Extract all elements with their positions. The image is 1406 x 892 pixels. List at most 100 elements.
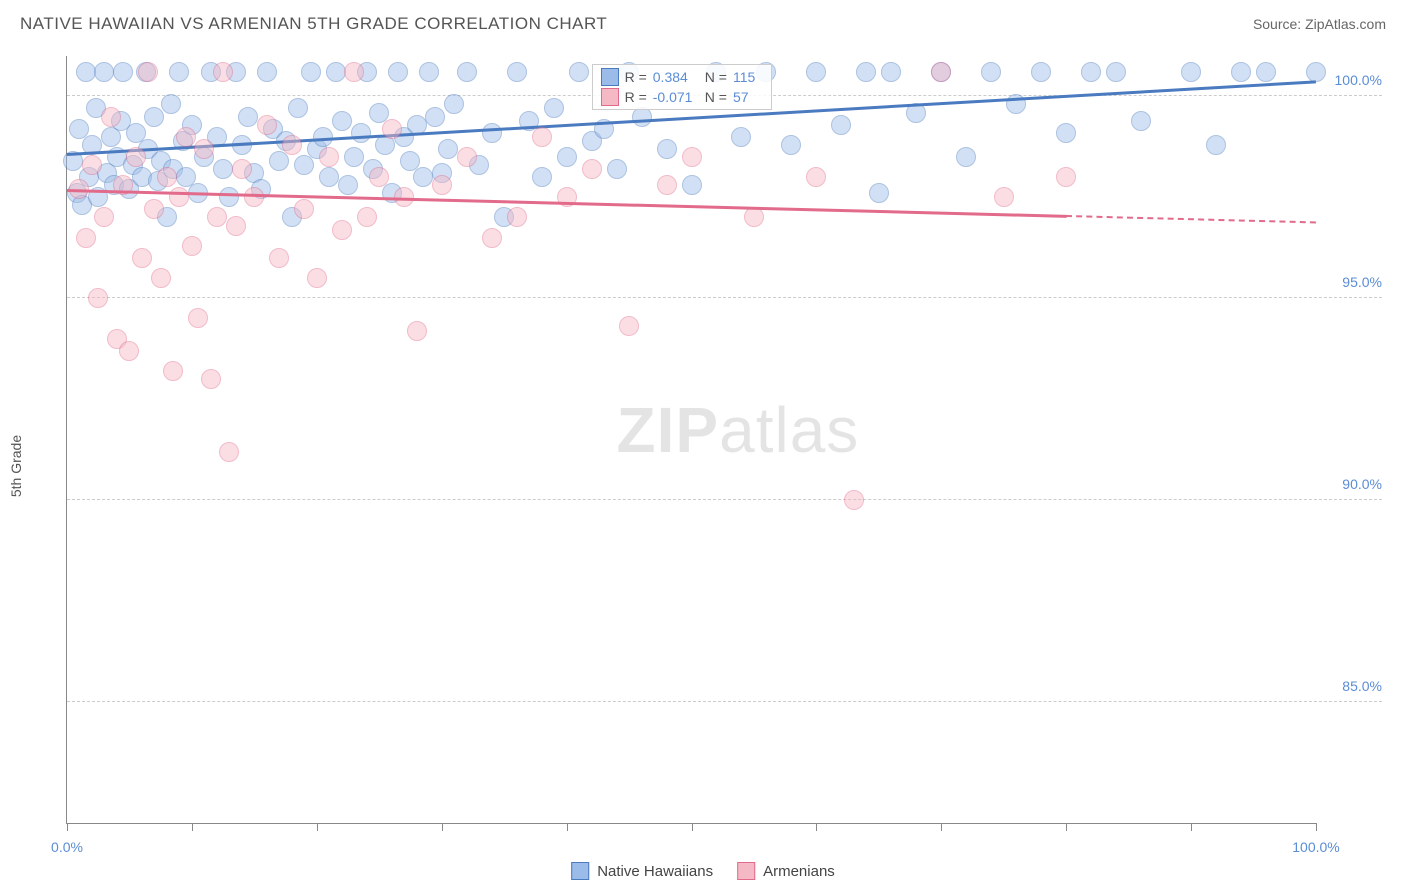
scatter-point bbox=[138, 62, 158, 82]
n-label: N = bbox=[705, 89, 727, 105]
legend-swatch bbox=[601, 88, 619, 106]
x-tick bbox=[442, 823, 443, 831]
n-value: 57 bbox=[733, 89, 763, 105]
scatter-point bbox=[457, 147, 477, 167]
scatter-point bbox=[1106, 62, 1126, 82]
y-tick-label: 100.0% bbox=[1322, 72, 1382, 88]
scatter-point bbox=[619, 316, 639, 336]
scatter-point bbox=[294, 155, 314, 175]
gridline bbox=[67, 701, 1382, 702]
y-axis-label: 5th Grade bbox=[8, 435, 24, 497]
n-label: N = bbox=[705, 69, 727, 85]
scatter-point bbox=[213, 62, 233, 82]
y-tick-label: 90.0% bbox=[1322, 476, 1382, 492]
scatter-point bbox=[731, 127, 751, 147]
scatter-point bbox=[282, 135, 302, 155]
scatter-point bbox=[407, 321, 427, 341]
scatter-point bbox=[132, 248, 152, 268]
r-label: R = bbox=[625, 69, 647, 85]
n-value: 115 bbox=[733, 69, 763, 85]
scatter-point bbox=[126, 147, 146, 167]
scatter-point bbox=[301, 62, 321, 82]
scatter-point bbox=[557, 147, 577, 167]
scatter-point bbox=[357, 207, 377, 227]
stats-legend-row: R = -0.071 N = 57 bbox=[593, 87, 771, 107]
scatter-point bbox=[388, 62, 408, 82]
scatter-point bbox=[607, 159, 627, 179]
scatter-point bbox=[294, 199, 314, 219]
scatter-point bbox=[413, 167, 433, 187]
stats-legend: R = 0.384 N = 115 R = -0.071 N = 57 bbox=[592, 64, 772, 110]
scatter-point bbox=[161, 94, 181, 114]
r-value: -0.071 bbox=[653, 89, 699, 105]
scatter-point bbox=[831, 115, 851, 135]
source-label: Source: ZipAtlas.com bbox=[1253, 16, 1386, 32]
title-bar: NATIVE HAWAIIAN VS ARMENIAN 5TH GRADE CO… bbox=[0, 0, 1406, 38]
scatter-point bbox=[532, 127, 552, 147]
scatter-point bbox=[76, 228, 96, 248]
r-label: R = bbox=[625, 89, 647, 105]
scatter-point bbox=[119, 341, 139, 361]
scatter-point bbox=[1031, 62, 1051, 82]
scatter-point bbox=[326, 62, 346, 82]
scatter-point bbox=[338, 175, 358, 195]
scatter-point bbox=[1231, 62, 1251, 82]
scatter-point bbox=[657, 139, 677, 159]
scatter-point bbox=[744, 207, 764, 227]
scatter-point bbox=[994, 187, 1014, 207]
scatter-point bbox=[438, 139, 458, 159]
x-tick bbox=[1316, 823, 1317, 831]
scatter-point bbox=[1306, 62, 1326, 82]
scatter-point bbox=[169, 62, 189, 82]
scatter-point bbox=[319, 147, 339, 167]
y-tick-label: 85.0% bbox=[1322, 678, 1382, 694]
legend-swatch bbox=[571, 862, 589, 880]
scatter-point bbox=[76, 62, 96, 82]
legend-swatch bbox=[601, 68, 619, 86]
x-tick-label: 0.0% bbox=[51, 839, 83, 855]
scatter-point bbox=[288, 98, 308, 118]
scatter-point bbox=[1256, 62, 1276, 82]
scatter-point bbox=[94, 62, 114, 82]
scatter-point bbox=[844, 490, 864, 510]
plot-area: ZIPatlas 85.0%90.0%95.0%100.0%0.0%100.0%… bbox=[66, 56, 1316, 824]
scatter-point bbox=[169, 187, 189, 207]
scatter-point bbox=[931, 62, 951, 82]
chart-title: NATIVE HAWAIIAN VS ARMENIAN 5TH GRADE CO… bbox=[20, 14, 607, 34]
scatter-point bbox=[425, 107, 445, 127]
r-value: 0.384 bbox=[653, 69, 699, 85]
stats-legend-row: R = 0.384 N = 115 bbox=[593, 67, 771, 87]
scatter-point bbox=[332, 220, 352, 240]
legend-label: Native Hawaiians bbox=[597, 863, 713, 880]
scatter-point bbox=[344, 147, 364, 167]
scatter-point bbox=[219, 187, 239, 207]
scatter-point bbox=[869, 183, 889, 203]
scatter-point bbox=[682, 147, 702, 167]
scatter-point bbox=[806, 62, 826, 82]
scatter-point bbox=[101, 107, 121, 127]
scatter-point bbox=[244, 187, 264, 207]
x-tick bbox=[192, 823, 193, 831]
scatter-point bbox=[319, 167, 339, 187]
scatter-point bbox=[113, 62, 133, 82]
scatter-point bbox=[344, 62, 364, 82]
x-tick bbox=[317, 823, 318, 831]
scatter-point bbox=[444, 94, 464, 114]
x-tick bbox=[816, 823, 817, 831]
scatter-point bbox=[1206, 135, 1226, 155]
x-tick bbox=[692, 823, 693, 831]
scatter-point bbox=[1056, 123, 1076, 143]
scatter-point bbox=[188, 308, 208, 328]
watermark: ZIPatlas bbox=[617, 393, 860, 467]
scatter-point bbox=[1131, 111, 1151, 131]
scatter-point bbox=[1081, 62, 1101, 82]
scatter-point bbox=[213, 159, 233, 179]
scatter-point bbox=[457, 62, 477, 82]
scatter-point bbox=[682, 175, 702, 195]
scatter-point bbox=[544, 98, 564, 118]
scatter-point bbox=[194, 139, 214, 159]
scatter-point bbox=[657, 175, 677, 195]
legend-item: Native Hawaiians bbox=[571, 862, 713, 880]
scatter-point bbox=[507, 62, 527, 82]
x-tick bbox=[1066, 823, 1067, 831]
